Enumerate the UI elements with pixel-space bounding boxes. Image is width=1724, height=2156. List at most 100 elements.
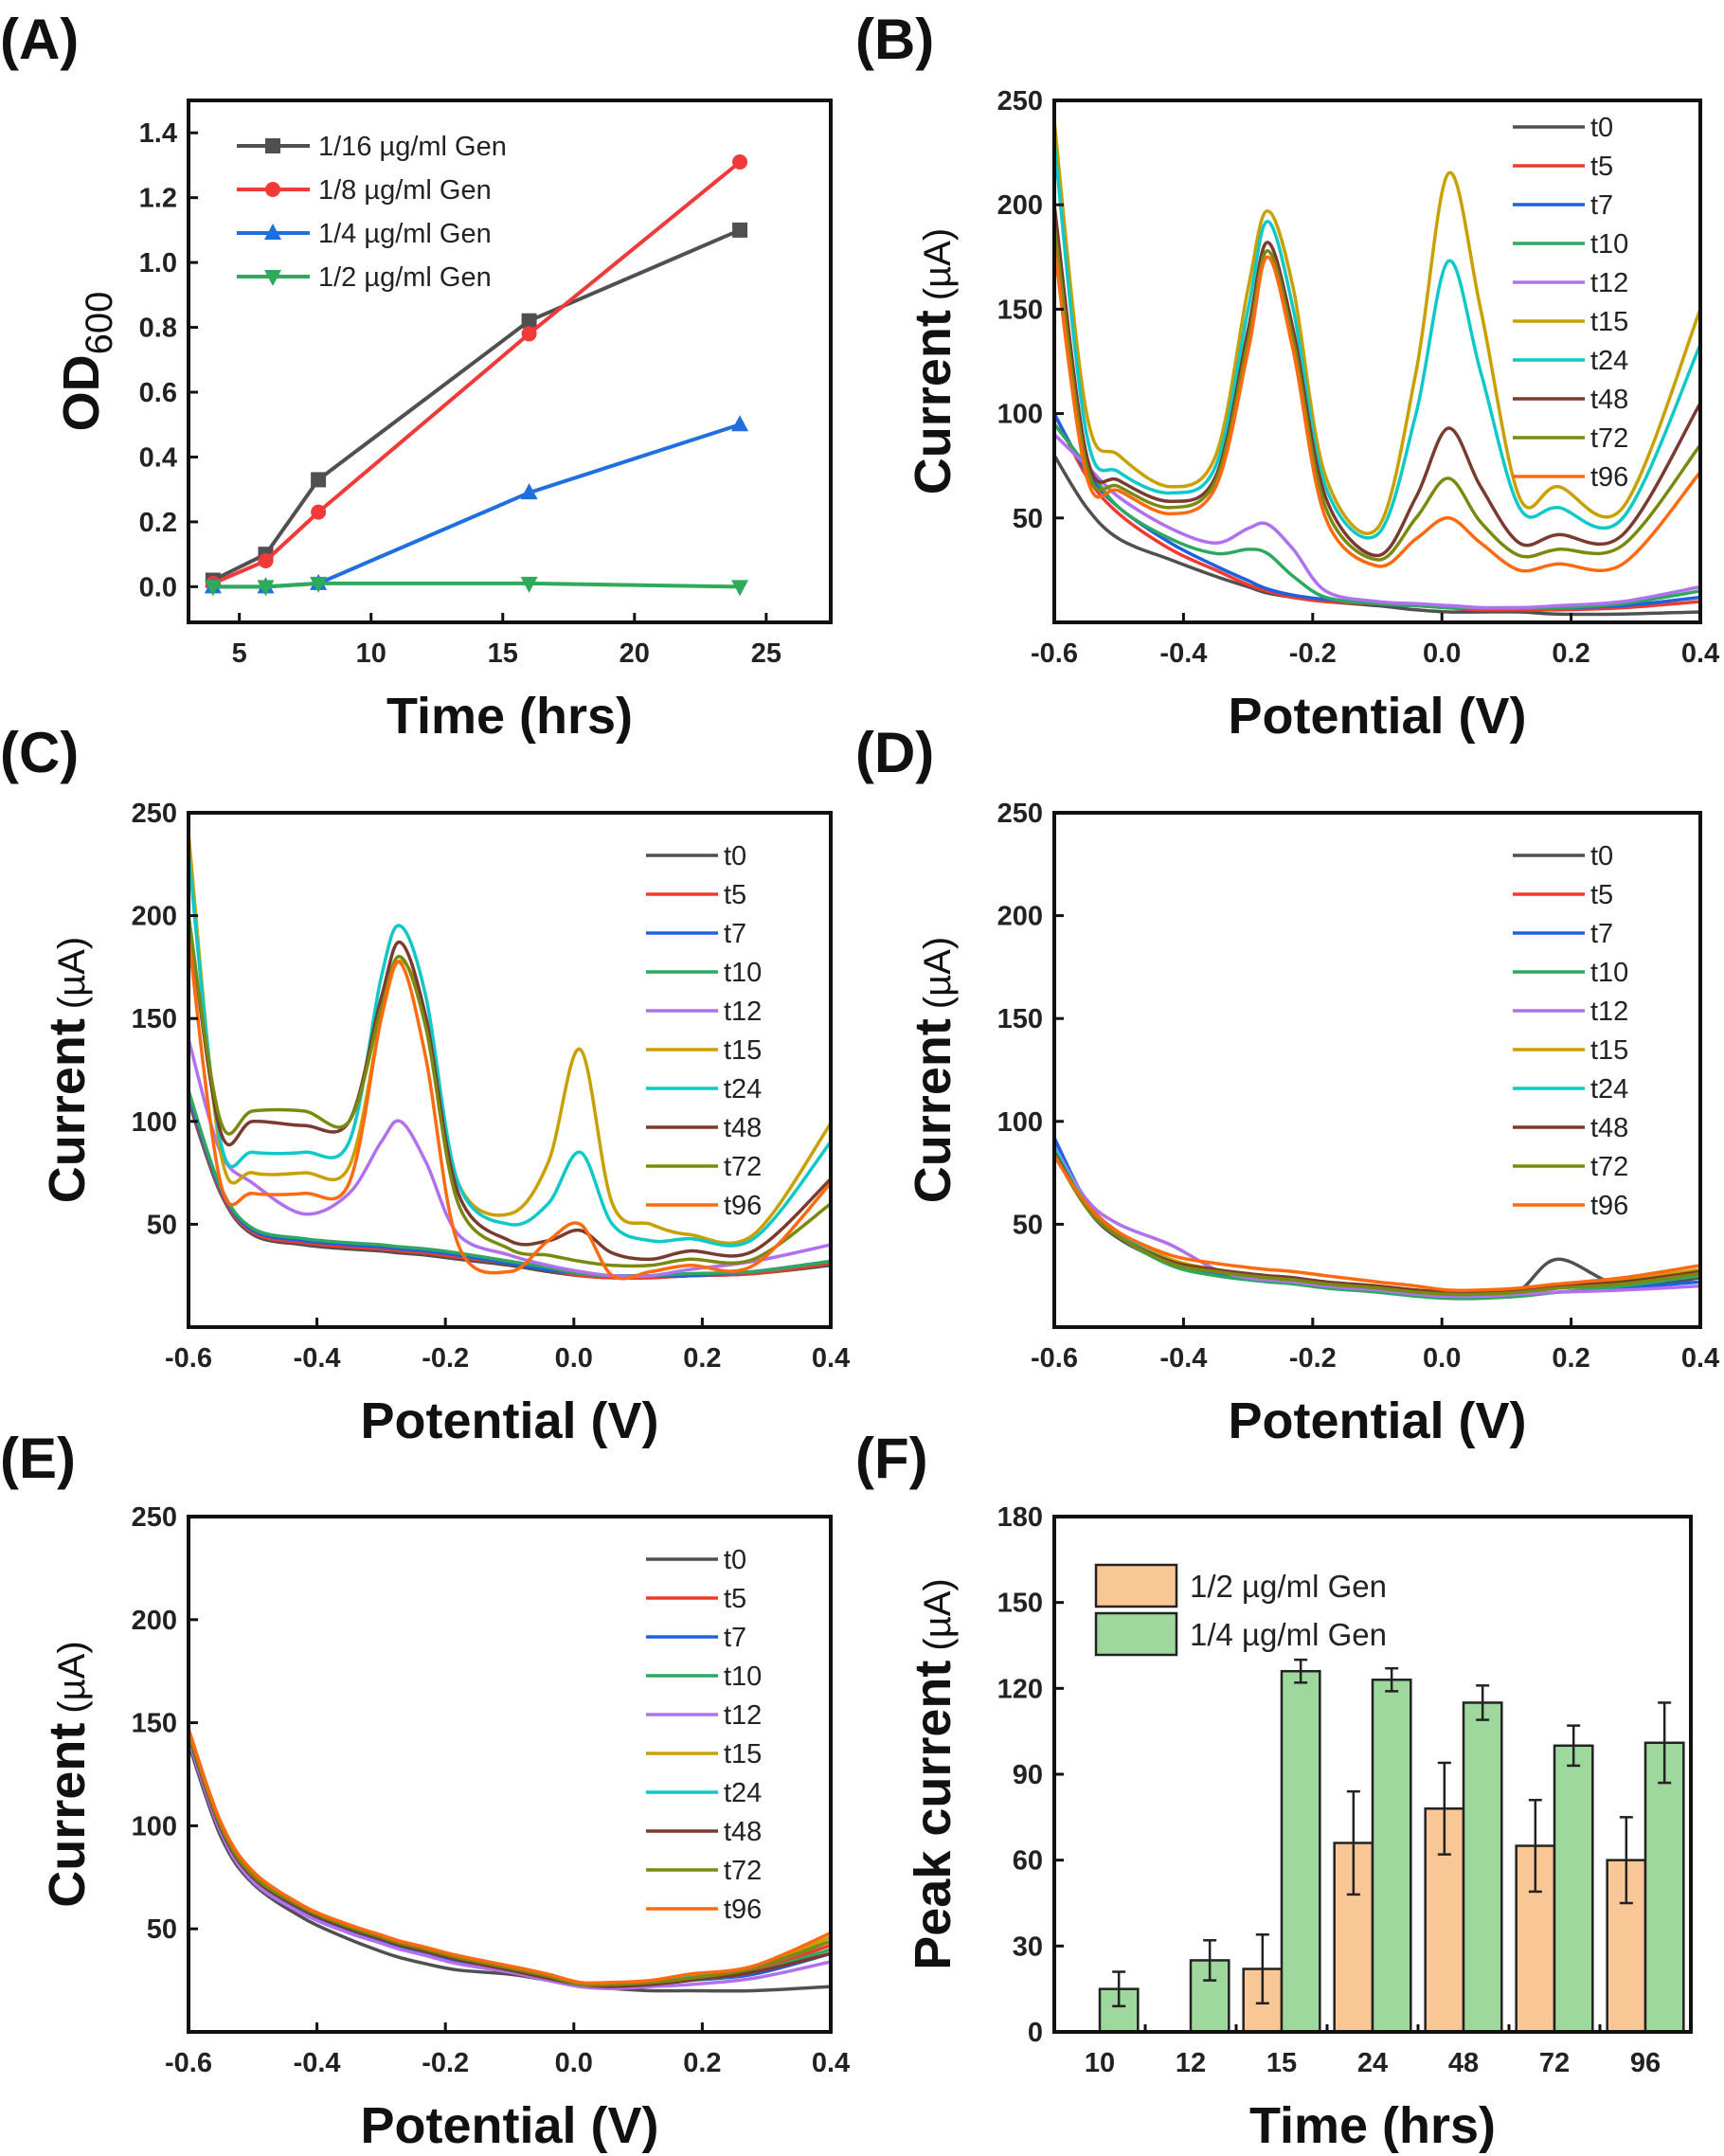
data-point [204,580,222,597]
axes-frame [187,811,833,1329]
legend-item: t12 [1513,997,1628,1027]
legend-swatch [1094,1611,1178,1657]
legend-item: t5 [646,880,746,910]
legend-marker [265,182,280,197]
legend-item: t10 [646,1662,762,1692]
legend-item: t48 [646,1817,762,1847]
y-axis-title-main: Current [905,310,961,494]
y-tick-label: 1.4 [139,118,177,149]
legend-item: t5 [1513,152,1613,182]
legend-item: t15 [1513,307,1628,337]
y-axis-title: Current (µA) [39,937,96,1203]
x-tick-label: 5 [232,638,247,669]
legend-marker [265,138,280,153]
legend-item: t10 [1513,229,1628,260]
legend-label: t5 [724,880,746,910]
series-line-t96 [189,936,831,1281]
legend-item: t15 [646,1739,762,1770]
legend-marker [264,270,281,286]
series-line-t48 [1054,204,1700,558]
legend-marker [264,224,281,240]
series-line-t72 [189,1732,831,1987]
panel-f: (F) 0 30 60 90 120 150 180 10 12 15 24 48 72 96 Time (h… [855,1427,1693,2154]
legend-label: t48 [724,1113,762,1143]
y-tick-label: 60 [1013,1846,1043,1877]
legend-label: 1/16 µg/ml Gen [318,132,507,162]
plot-area [189,833,831,1281]
series-line-t12 [1054,433,1700,610]
legend-item: t0 [646,1545,746,1575]
legend-label: t96 [724,1191,762,1221]
legend-item: t72 [1513,1152,1628,1182]
legend-label: t72 [724,1856,762,1886]
legend-label: t10 [724,1662,762,1692]
x-tick-label: 96 [1630,2048,1661,2078]
legend-label: t48 [1590,385,1628,415]
panel-label: (A) [0,8,79,71]
x-tick-label: -0.6 [1031,638,1078,669]
legend-label: t72 [724,1152,762,1182]
legend-swatch [1094,1563,1178,1608]
axes-frame [1052,99,1702,624]
x-axis-title: Potential (V) [360,2097,658,2154]
legend-item: t24 [646,1074,762,1105]
y-tick-label: 150 [132,1709,177,1739]
y-tick-label: 100 [132,1811,177,1842]
x-tick-label: 0.0 [555,1343,593,1374]
series-line-t15 [1054,120,1700,535]
bar [1462,1701,1503,2032]
series-line-t0 [189,1742,831,1993]
x-tick-label: -0.4 [294,1343,341,1374]
y-tick-label: 100 [997,400,1043,430]
bar [1553,1744,1594,2032]
series-line-t10 [189,1089,831,1278]
legend-label: t96 [1590,1191,1628,1221]
plot-area [189,1728,831,1993]
legend-item: 1/16 µg/ml Gen [237,132,507,162]
y-axis-title: OD600 [53,292,120,432]
legend-item: 1/4 µg/ml Gen [1094,1611,1387,1657]
x-tick-label: -0.6 [165,2048,212,2078]
legend-label: t10 [724,958,762,988]
legend-label: 1/2 µg/ml Gen [1190,1569,1387,1604]
data-point [258,552,274,568]
legend-label: t72 [1590,1152,1628,1182]
y-tick-label: 50 [1013,1210,1043,1240]
legend-label: t10 [1590,229,1628,260]
y-tick-label: 200 [132,1606,177,1636]
legend-item: t10 [1513,958,1628,988]
legend-item: t7 [646,919,746,949]
x-tick-label: 0.4 [1681,638,1719,669]
legend-label: t7 [724,1623,746,1653]
x-tick-label: 15 [488,638,518,669]
legend-item: t7 [1513,190,1613,221]
y-tick-label: 0.0 [139,572,177,602]
x-axis-title: Time (hrs) [1249,2097,1496,2154]
data-point [520,576,538,593]
plot-area [1054,120,1700,617]
y-tick-label: 30 [1013,1931,1043,1962]
x-axis-title: Potential (V) [1228,1392,1526,1449]
legend-label: t96 [724,1895,762,1925]
series-line-t72 [1054,225,1700,562]
legend-item: t5 [646,1584,746,1614]
x-tick-label: 0.0 [1423,1343,1461,1374]
series-line-t96 [1054,1155,1700,1293]
x-tick-label: -0.4 [294,2048,341,2078]
legend-label: t15 [724,1035,762,1066]
bar [1371,1679,1412,2032]
y-tick-label: 250 [997,799,1043,829]
x-tick-label: -0.2 [422,1343,469,1374]
x-tick-label: 72 [1539,2048,1570,2078]
legend-item: 1/2 µg/ml Gen [237,262,492,293]
legend-label: t0 [1590,841,1613,871]
legend-label: t24 [1590,1074,1628,1105]
y-tick-label: 1.2 [139,184,177,214]
legend-item: 1/2 µg/ml Gen [1094,1563,1387,1608]
x-tick-label: 20 [620,638,650,669]
x-tick-label: 0.2 [683,2048,721,2078]
legend-label: t12 [724,1700,762,1731]
panel-label: (C) [0,721,79,784]
legend-label: t5 [1590,152,1613,182]
